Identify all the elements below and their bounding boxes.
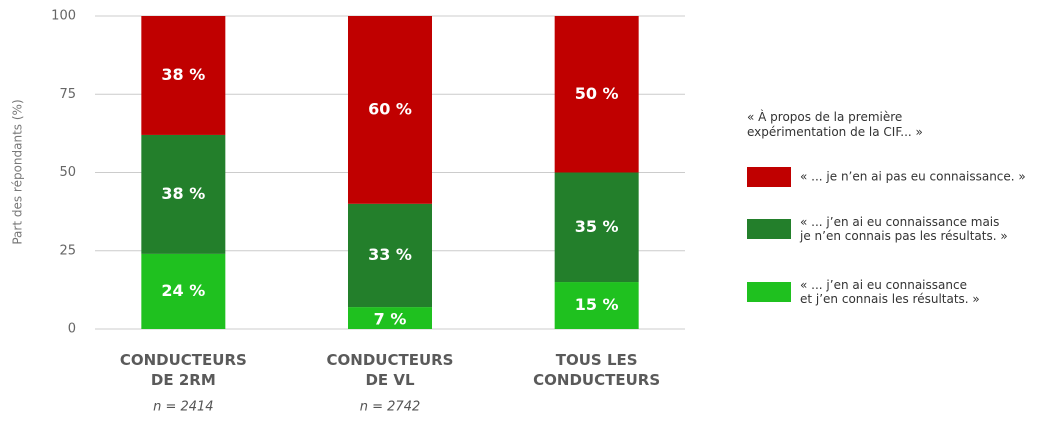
bar-segment (348, 16, 432, 204)
legend-swatch (747, 282, 791, 302)
value-label: 50 % (575, 84, 619, 103)
sample-size: n = 2414 (153, 400, 213, 415)
legend-swatch (747, 219, 791, 239)
value-label: 60 % (368, 99, 412, 118)
value-label: 24 % (161, 281, 205, 300)
value-label: 15 % (575, 295, 619, 314)
y-axis-label: Part des répondants (%) (11, 99, 25, 244)
y-tick-label: 0 (68, 322, 76, 337)
bar-segment (348, 307, 432, 329)
legend-title: « À propos de la première expérimentation… (747, 109, 923, 139)
value-label: 7 % (374, 310, 407, 329)
y-tick-label: 75 (59, 87, 76, 102)
bar-segment (554, 172, 639, 283)
bar-segment (554, 16, 639, 173)
value-label: 38 % (161, 184, 205, 203)
bar-segment (141, 253, 226, 329)
value-label: 38 % (161, 65, 205, 84)
y-tick-label: 25 (59, 243, 76, 258)
legend-label: « ... je n’en ai pas eu connaissance. » (800, 170, 1026, 184)
bar-segment (141, 134, 226, 254)
legend-swatch (747, 167, 791, 187)
bar-segment (141, 16, 226, 135)
x-tick-label: CONDUCTEURS DE 2RM (120, 351, 247, 389)
legend-label: « ... j’en ai eu connaissance mais je n’e… (799, 215, 1008, 243)
y-tick-label: 100 (51, 9, 76, 24)
value-label: 33 % (368, 245, 412, 264)
x-tick-label: TOUS LES CONDUCTEURS (533, 351, 660, 389)
legend-label: « ... j’en ai eu connaissance et j’en con… (800, 278, 980, 306)
sample-size: n = 2742 (360, 400, 420, 415)
bar-segment (554, 282, 639, 329)
bar-segment (348, 203, 432, 308)
x-tick-label: CONDUCTEURS DE VL (327, 351, 454, 389)
y-tick-label: 50 (59, 165, 76, 180)
value-label: 35 % (575, 217, 619, 236)
